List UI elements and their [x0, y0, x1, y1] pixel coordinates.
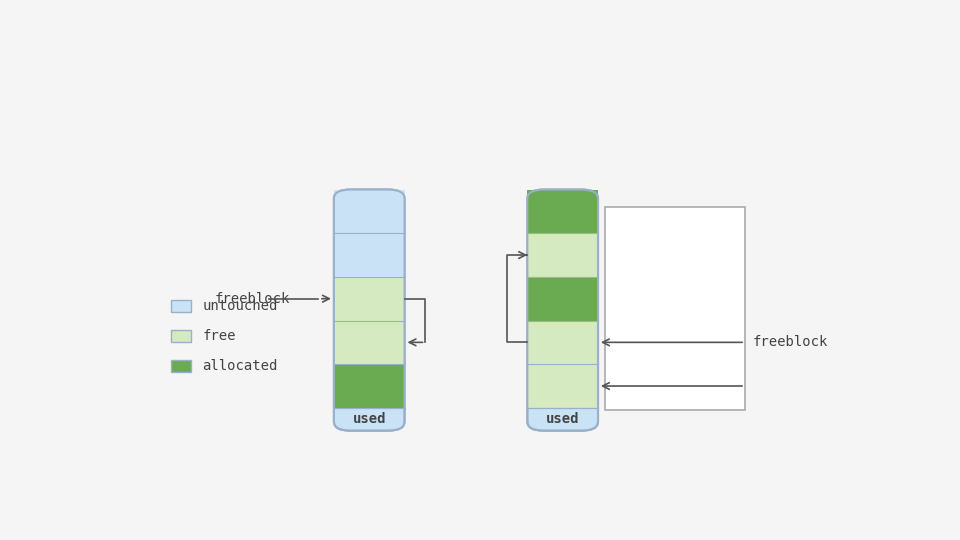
Bar — [334, 233, 404, 277]
Text: freeblock: freeblock — [753, 335, 828, 349]
Bar — [527, 233, 598, 277]
FancyBboxPatch shape — [334, 190, 404, 431]
Bar — [334, 190, 404, 233]
Bar — [527, 190, 598, 233]
Bar — [606, 207, 745, 410]
FancyBboxPatch shape — [527, 190, 598, 431]
Bar — [171, 360, 191, 372]
Bar — [527, 277, 598, 321]
Text: allocated: allocated — [203, 359, 278, 373]
Bar — [171, 330, 191, 342]
Text: free: free — [203, 329, 236, 343]
Text: used: used — [546, 412, 580, 426]
Bar — [527, 321, 598, 364]
Bar — [527, 364, 598, 408]
Text: untouched: untouched — [203, 299, 278, 313]
Text: freeblock: freeblock — [215, 292, 290, 306]
Bar — [334, 277, 404, 321]
Text: used: used — [352, 412, 386, 426]
Bar — [334, 364, 404, 408]
Bar — [334, 321, 404, 364]
Bar — [171, 300, 191, 312]
